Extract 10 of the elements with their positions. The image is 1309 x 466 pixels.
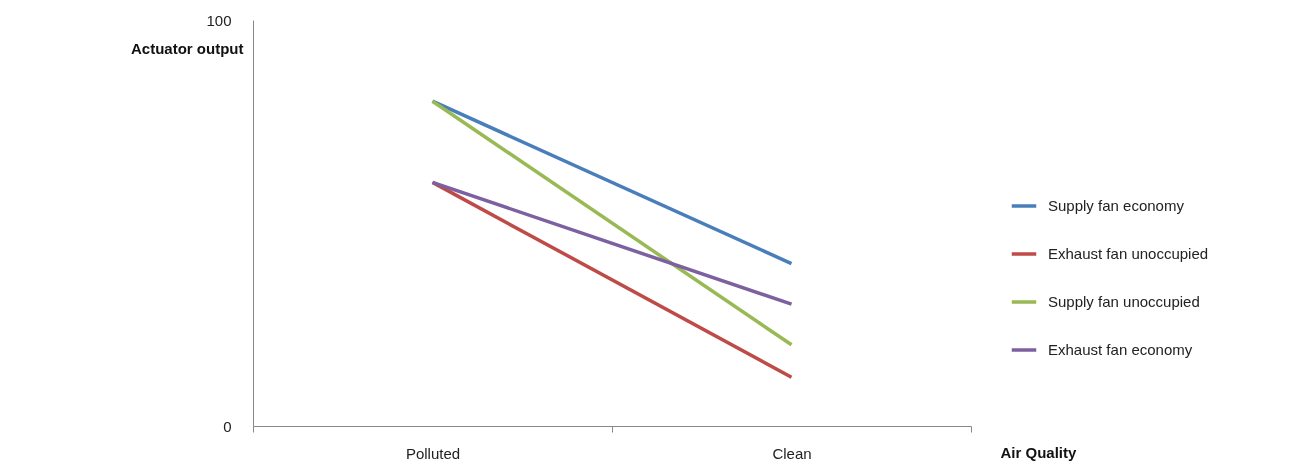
legend-label: Supply fan unoccupied xyxy=(1048,293,1200,310)
legend-label: Exhaust fan economy xyxy=(1048,341,1193,358)
x-axis-title: Air Quality xyxy=(1000,443,1078,461)
x-tick-label: Polluted xyxy=(405,444,461,462)
legend-label: Exhaust fan unoccupied xyxy=(1048,245,1209,262)
x-tick-label: Clean xyxy=(772,444,812,462)
y-tick-label: 0 xyxy=(223,417,232,435)
legend-label: Supply fan economy xyxy=(1048,197,1185,214)
y-axis-title: Actuator output xyxy=(131,39,244,57)
y-tick-label: 100 xyxy=(206,11,232,29)
